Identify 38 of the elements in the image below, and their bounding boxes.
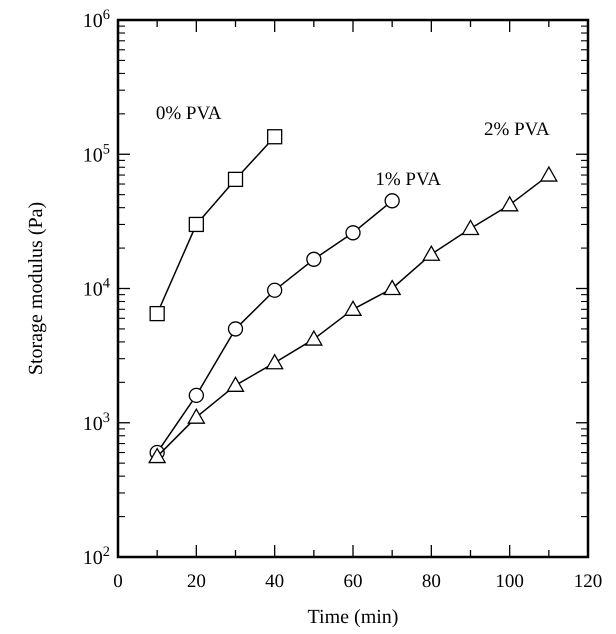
x-tick-label: 60 xyxy=(344,571,362,592)
y-tick-label: 10$^{4}$ xyxy=(82,276,110,300)
y-tick-label: 10$^{6}$ xyxy=(82,7,110,32)
point xyxy=(422,246,440,261)
x-axis-title: Time (min) xyxy=(308,606,398,628)
series-label: 2% PVA xyxy=(484,119,550,140)
point xyxy=(266,354,284,370)
point xyxy=(305,330,322,346)
point xyxy=(226,376,244,392)
point xyxy=(228,321,244,337)
text: 0% PVA xyxy=(156,102,222,124)
series-label: 1% PVA xyxy=(375,168,442,190)
point xyxy=(462,220,480,236)
point xyxy=(228,172,244,188)
x-tick-label: 100 xyxy=(495,571,524,592)
point xyxy=(188,388,204,403)
point xyxy=(148,448,166,464)
point xyxy=(150,306,165,322)
y-tick-label: 10$^{2}$ xyxy=(82,544,110,569)
point xyxy=(267,129,282,144)
y-tick-label: 10$^{5}$ xyxy=(82,141,110,166)
point xyxy=(188,216,204,232)
x-tick-label: 80 xyxy=(422,571,441,592)
x-tick-label: 20 xyxy=(186,571,206,592)
point xyxy=(267,282,282,298)
x-tick-label: 40 xyxy=(265,571,284,592)
y-tick-label: 10$^{3}$ xyxy=(82,410,110,435)
point xyxy=(188,408,205,424)
point xyxy=(540,166,558,182)
point xyxy=(501,196,518,212)
point xyxy=(384,193,400,208)
point xyxy=(306,252,322,267)
point xyxy=(384,280,401,296)
x-tick-label: 0 xyxy=(113,571,123,592)
x-tick-label: 120 xyxy=(574,571,602,592)
point xyxy=(344,300,362,316)
y-axis-title: Storage modulus (Pa) xyxy=(25,202,47,376)
point xyxy=(345,225,361,240)
